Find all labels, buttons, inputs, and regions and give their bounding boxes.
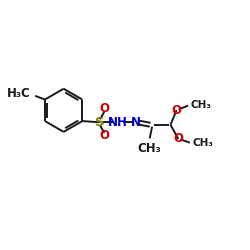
- Text: H₃C: H₃C: [6, 87, 30, 100]
- Text: CH₃: CH₃: [190, 100, 211, 110]
- Text: N: N: [130, 116, 140, 129]
- Text: O: O: [173, 132, 183, 145]
- Text: O: O: [172, 104, 181, 117]
- Text: O: O: [99, 102, 109, 115]
- Text: CH₃: CH₃: [138, 142, 162, 156]
- Text: CH₃: CH₃: [192, 138, 213, 148]
- Text: S: S: [95, 116, 105, 129]
- Text: O: O: [99, 129, 109, 142]
- Text: NH: NH: [108, 116, 128, 129]
